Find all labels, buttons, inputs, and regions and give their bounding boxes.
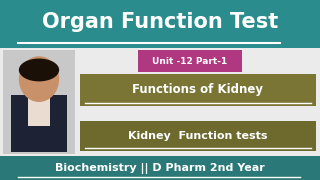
Text: Functions of Kidney: Functions of Kidney <box>132 84 263 96</box>
FancyBboxPatch shape <box>138 50 242 72</box>
Text: Organ Function Test: Organ Function Test <box>42 12 278 32</box>
FancyBboxPatch shape <box>28 95 50 126</box>
Text: Unit -12 Part-1: Unit -12 Part-1 <box>152 57 228 66</box>
FancyBboxPatch shape <box>11 95 67 152</box>
FancyBboxPatch shape <box>0 156 320 180</box>
FancyBboxPatch shape <box>0 0 320 48</box>
FancyBboxPatch shape <box>0 48 320 156</box>
FancyBboxPatch shape <box>80 74 316 106</box>
FancyBboxPatch shape <box>33 91 45 99</box>
Text: Kidney  Function tests: Kidney Function tests <box>128 131 268 141</box>
FancyBboxPatch shape <box>3 50 75 154</box>
Ellipse shape <box>19 56 59 102</box>
Ellipse shape <box>19 58 59 81</box>
FancyBboxPatch shape <box>80 121 316 151</box>
Text: Biochemistry || D Pharm 2nd Year: Biochemistry || D Pharm 2nd Year <box>55 163 265 174</box>
